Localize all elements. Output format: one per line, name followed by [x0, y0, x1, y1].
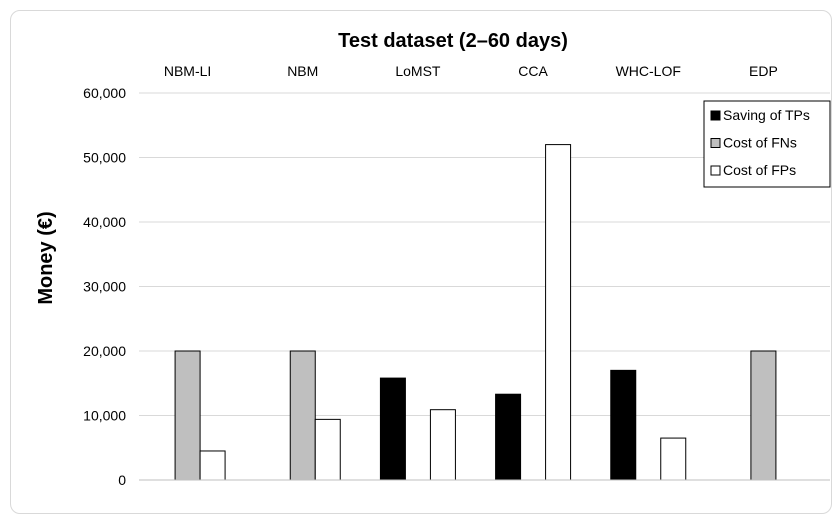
- bars: [174, 144, 777, 481]
- bar: [314, 418, 341, 481]
- legend-label: Cost of FPs: [723, 162, 796, 178]
- category-label: EDP: [749, 63, 778, 79]
- bar: [199, 450, 226, 481]
- y-tick-label: 10,000: [83, 408, 126, 424]
- legend-label: Cost of FNs: [723, 135, 797, 151]
- category-label: LoMST: [395, 63, 441, 79]
- y-tick-label: 50,000: [83, 150, 126, 166]
- gridlines: [139, 92, 830, 416]
- bar: [429, 409, 456, 481]
- bar: [495, 393, 522, 481]
- bar: [379, 377, 406, 481]
- y-axis-label: Money (€): [35, 211, 57, 304]
- bar: [610, 369, 637, 481]
- y-tick-label: 30,000: [83, 279, 126, 295]
- category-label: CCA: [518, 63, 548, 79]
- y-tick-label: 20,000: [83, 343, 126, 359]
- bar: [660, 437, 687, 481]
- chart-frame: [10, 10, 832, 514]
- y-tick-label: 0: [118, 472, 126, 488]
- legend-swatch: [710, 165, 721, 176]
- bar: [289, 350, 316, 481]
- category-label: WHC-LOF: [616, 63, 681, 79]
- y-axis-ticks: 0 10,000 20,000 30,000 40,000 50,000 60,000: [83, 85, 126, 488]
- category-label: NBM-LI: [164, 63, 211, 79]
- legend-label: Saving of TPs: [723, 107, 810, 123]
- category-label: NBM: [287, 63, 318, 79]
- legend-swatch: [710, 110, 721, 121]
- y-tick-label: 40,000: [83, 214, 126, 230]
- category-labels: NBM-LI NBM LoMST CCA WHC-LOF EDP: [164, 63, 778, 79]
- legend-box: [703, 100, 831, 188]
- bar: [750, 350, 777, 481]
- legend-swatch: [710, 138, 721, 148]
- chart-title: Test dataset (2–60 days): [338, 30, 568, 52]
- legend: Saving of TPs Cost of FNs Cost of FPs: [703, 100, 831, 188]
- bar: [174, 350, 201, 481]
- y-tick-label: 60,000: [83, 85, 126, 101]
- bar: [545, 144, 572, 481]
